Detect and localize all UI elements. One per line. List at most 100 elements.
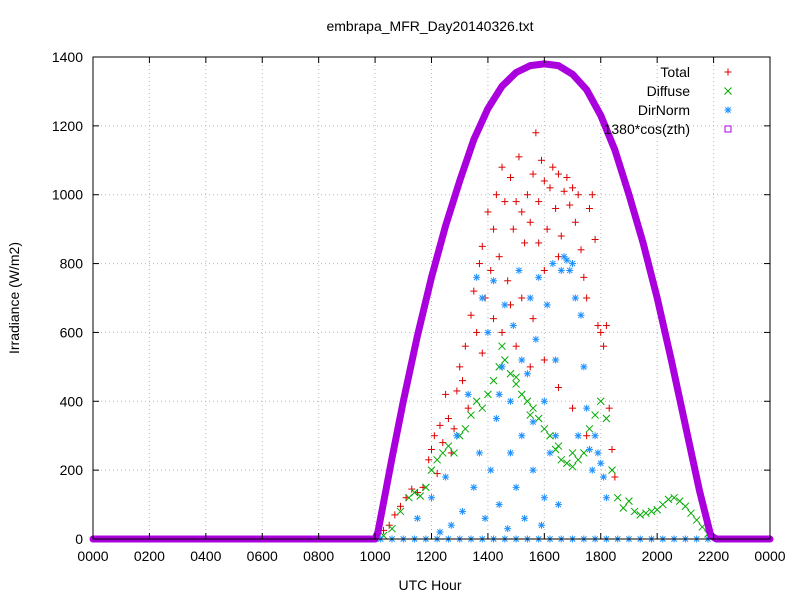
y-tick-label: 800 <box>60 256 84 272</box>
data-point-diffuse <box>563 459 571 468</box>
x-tick-label: 0000 <box>754 548 785 564</box>
legend-label: 1380*cos(zth) <box>604 121 690 137</box>
legend-marker <box>724 106 732 114</box>
data-point-total <box>594 322 602 330</box>
data-point-total <box>430 432 438 440</box>
y-tick-label: 1000 <box>52 187 83 203</box>
data-point-dirnorm <box>464 390 472 398</box>
data-point-total <box>563 174 571 181</box>
data-point-dirnorm <box>563 256 571 264</box>
series-total <box>374 129 619 538</box>
data-point-total <box>577 246 585 254</box>
legend-label: Diffuse <box>647 83 691 99</box>
x-tick-label: 1200 <box>416 548 447 564</box>
data-point-dirnorm <box>521 514 529 522</box>
data-point-total <box>546 184 554 192</box>
data-point-diffuse <box>517 390 526 399</box>
data-point-dirnorm <box>594 449 602 457</box>
y-tick-label: 1200 <box>52 118 83 134</box>
data-point-diffuse <box>613 493 622 502</box>
data-point-diffuse <box>450 449 458 457</box>
data-point-diffuse <box>670 493 678 502</box>
data-point-dirnorm <box>501 301 509 309</box>
data-point-diffuse <box>478 404 487 413</box>
data-point-dirnorm <box>487 466 495 474</box>
data-point-diffuse <box>692 516 701 524</box>
data-point-diffuse <box>546 431 554 440</box>
data-point-dirnorm <box>538 521 546 529</box>
data-point-total <box>501 198 509 206</box>
data-point-total <box>602 322 610 330</box>
data-point-dirnorm <box>529 418 537 426</box>
data-point-total <box>569 404 577 412</box>
data-point-dirnorm <box>554 501 562 509</box>
data-point-total <box>442 390 450 398</box>
data-point-dirnorm <box>518 432 526 440</box>
data-point-dirnorm <box>442 473 450 481</box>
data-point-diffuse <box>647 507 656 516</box>
data-point-total <box>560 187 568 195</box>
data-point-dirnorm <box>495 390 503 398</box>
data-point-total <box>484 208 492 216</box>
legend-label: Total <box>660 64 690 80</box>
series-line-1380-cos-zth <box>89 60 774 543</box>
data-point-dirnorm <box>577 311 585 319</box>
data-point-diffuse <box>608 466 616 474</box>
data-point-total <box>425 456 433 464</box>
data-point-dirnorm <box>518 356 526 364</box>
data-point-diffuse <box>619 504 628 512</box>
grid-lines <box>93 57 770 539</box>
data-point-total <box>552 204 560 212</box>
data-point-total <box>444 415 452 422</box>
data-point-total <box>478 349 486 357</box>
x-tick-label: 0000 <box>77 548 108 564</box>
data-point-dirnorm <box>478 294 486 302</box>
x-tick-label: 1000 <box>360 548 391 564</box>
data-point-dirnorm <box>473 273 481 281</box>
data-point-dirnorm <box>549 260 557 268</box>
data-point-dirnorm <box>453 432 461 440</box>
data-point-diffuse <box>636 511 645 519</box>
data-point-total <box>492 191 500 199</box>
data-point-total <box>540 177 548 185</box>
data-point-dirnorm <box>506 397 514 405</box>
data-point-total <box>478 242 486 250</box>
data-point-dirnorm <box>447 521 455 529</box>
data-point-total <box>583 294 591 302</box>
chart-title: embrapa_MFR_Day20140326.txt <box>326 18 533 34</box>
data-point-diffuse <box>579 449 588 457</box>
data-point-diffuse <box>433 455 441 464</box>
data-point-total <box>605 404 613 412</box>
data-point-diffuse <box>630 507 639 516</box>
data-point-total <box>580 273 588 281</box>
data-point-total <box>521 239 529 247</box>
legend-marker <box>724 87 732 95</box>
data-point-dirnorm <box>543 301 551 309</box>
data-point-total <box>540 356 548 364</box>
data-point-total <box>467 311 475 319</box>
data-point-dirnorm <box>413 514 421 522</box>
data-point-total <box>495 253 503 261</box>
x-tick-label: 0600 <box>247 548 278 564</box>
data-point-dirnorm <box>532 335 540 343</box>
data-point-dirnorm <box>552 432 560 440</box>
data-point-dirnorm <box>484 328 492 336</box>
data-point-dirnorm <box>495 501 503 509</box>
data-point-diffuse <box>472 397 481 406</box>
y-tick-label: 0 <box>75 531 83 547</box>
data-point-dirnorm <box>571 294 579 302</box>
data-point-total <box>436 421 444 429</box>
x-tick-label: 1400 <box>472 548 503 564</box>
data-point-diffuse <box>523 397 532 406</box>
x-tick-label: 0800 <box>303 548 334 564</box>
data-point-total <box>512 342 520 350</box>
data-point-diffuse <box>500 356 509 364</box>
data-point-total <box>464 404 472 412</box>
data-point-dirnorm <box>602 494 610 502</box>
data-point-total <box>583 432 591 440</box>
data-point-total <box>588 191 596 199</box>
data-point-dirnorm <box>428 494 435 502</box>
data-point-total <box>566 201 574 209</box>
